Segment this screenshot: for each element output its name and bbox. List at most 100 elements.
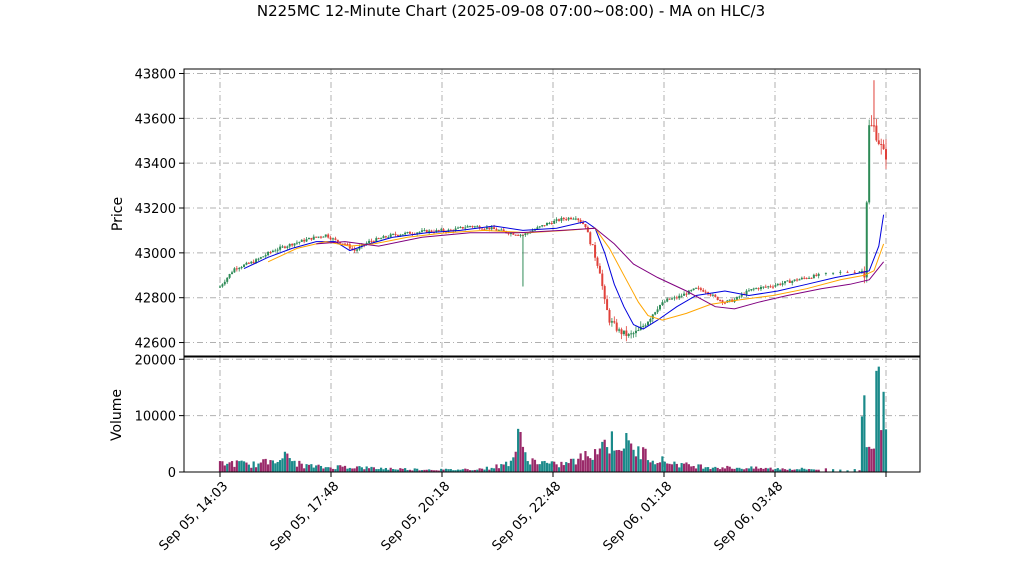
ma-short-line <box>243 214 885 330</box>
candle-body <box>562 217 565 220</box>
volume-bar <box>586 456 589 472</box>
candle-body <box>788 280 791 283</box>
volume-bar <box>771 469 775 472</box>
volume-bar <box>735 467 739 472</box>
volume-bar <box>824 468 827 472</box>
candle-body <box>771 286 774 288</box>
candle-body <box>358 246 361 250</box>
candle-body <box>678 295 681 299</box>
volume-bar <box>651 460 654 472</box>
candle-body <box>382 236 385 239</box>
volume-bar <box>779 469 782 472</box>
price-tick-label: 43600 <box>135 112 176 127</box>
candle-body <box>512 232 515 235</box>
candle-body <box>497 230 500 232</box>
volume-bar <box>769 467 772 472</box>
volume-bar <box>401 468 404 472</box>
volume-bar <box>812 469 815 472</box>
candle-body <box>240 267 243 269</box>
volume-bar <box>714 466 717 472</box>
volume-bar <box>757 468 760 472</box>
candle-body <box>661 302 664 305</box>
candle-body <box>329 237 332 240</box>
candle-body <box>759 286 762 290</box>
candle-body <box>644 325 647 327</box>
candle-body <box>408 231 411 234</box>
candle-body <box>300 239 303 242</box>
candle-body <box>666 298 669 302</box>
volume-bar <box>490 467 493 472</box>
volume-bar <box>536 464 539 472</box>
candle-body <box>603 286 606 300</box>
candle-body <box>757 288 760 290</box>
price-tick-label: 43000 <box>135 247 176 262</box>
volume-bar <box>250 467 253 472</box>
candle-body <box>572 218 575 220</box>
volume-bar <box>288 458 291 472</box>
candle-body <box>584 224 587 228</box>
candle-body <box>728 299 731 301</box>
candle-body <box>288 243 291 247</box>
volume-bar <box>367 468 371 472</box>
volume-bar <box>743 469 746 472</box>
volume-bar <box>226 463 229 472</box>
candle-body <box>387 237 390 239</box>
price-tick-label: 43400 <box>135 157 176 172</box>
volume-bar <box>355 466 359 472</box>
candle-body <box>702 289 705 292</box>
candle-body <box>276 249 279 251</box>
price-y-axis-label: Price <box>110 197 126 231</box>
volume-bar <box>882 391 885 472</box>
volume-bar <box>413 468 416 472</box>
volume-bar <box>497 468 501 472</box>
volume-bar <box>533 459 537 472</box>
volume-bar <box>334 469 337 472</box>
volume-bar <box>485 466 488 472</box>
volume-grid <box>184 357 920 473</box>
candle-body <box>570 217 573 220</box>
volume-bar <box>733 468 736 472</box>
candle-body <box>596 257 599 266</box>
volume-bar <box>399 468 402 472</box>
volume-bar <box>764 467 767 472</box>
volume-bar <box>478 468 481 472</box>
candle-body <box>560 217 563 221</box>
candle-body <box>324 234 327 237</box>
volume-bar <box>637 446 640 472</box>
candle-body <box>310 237 313 240</box>
candle-body <box>558 219 561 221</box>
volume-bar <box>423 469 426 472</box>
candle-body <box>719 300 722 302</box>
candle-body <box>543 225 546 227</box>
candle-body <box>384 236 387 238</box>
volume-bar <box>377 469 380 472</box>
candle-body <box>339 241 342 244</box>
volume-bar <box>661 456 664 472</box>
volume-bar <box>685 462 688 472</box>
candle-body <box>654 312 657 315</box>
volume-bar <box>264 458 267 472</box>
volume-bar <box>625 433 628 472</box>
volume-bar <box>365 466 368 472</box>
candle-body <box>784 281 787 284</box>
candle-body <box>630 333 633 335</box>
candle-body <box>591 244 594 246</box>
volume-bar <box>678 467 681 472</box>
volume-bar <box>406 470 409 472</box>
candle-body <box>235 268 238 270</box>
volume-bar <box>553 461 556 472</box>
candle-body <box>824 272 827 274</box>
candle-body <box>781 283 784 285</box>
volume-tick-label: 10000 <box>135 410 176 425</box>
volume-bar <box>680 463 683 472</box>
candle-body <box>334 238 337 240</box>
candle-body <box>868 125 871 203</box>
candle-body <box>865 202 868 278</box>
volume-bar <box>519 432 522 472</box>
volume-bar <box>218 461 222 472</box>
volume-bar <box>274 463 277 472</box>
price-tick-label: 43200 <box>135 202 176 217</box>
volume-bar <box>646 460 650 472</box>
volume-bar <box>569 458 573 472</box>
volume-bar <box>387 469 390 472</box>
